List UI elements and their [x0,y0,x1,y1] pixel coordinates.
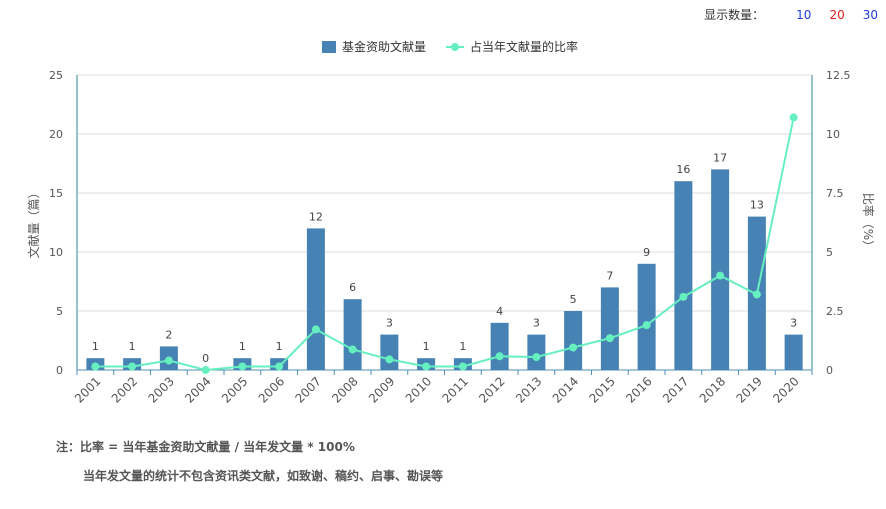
bar [343,299,362,370]
ratio-point [458,362,467,371]
bar [674,181,693,370]
ratio-point [311,325,320,334]
bar-data-label: 17 [713,151,727,164]
ratio-point [385,355,394,364]
bar [490,322,509,370]
bar [784,334,803,370]
y2-tick-label: 2.5 [826,305,844,318]
y-tick-label: 5 [56,305,63,318]
note-exclusion: 当年发文量的统计不包含资讯类文献，如致谢、稿约、启事、勘误等 [83,469,444,483]
x-tick-label: 2005 [219,374,250,405]
x-tick-label: 2011 [439,374,470,405]
y-tick-label: 20 [49,128,63,141]
x-tick-label: 2006 [256,374,287,405]
display-count-10[interactable]: 10 [796,7,812,22]
bar-data-label: 1 [239,340,246,353]
ratio-point [275,362,284,371]
bar [711,169,730,370]
y-tick-label: 15 [49,187,63,200]
y-axis-title: 文献量（篇） [26,186,41,258]
ratio-point [91,362,100,371]
ratio-line [95,117,795,372]
x-tick-label: 2016 [623,374,654,405]
ratio-point [128,362,137,371]
ratio-point [532,353,541,362]
bar-data-label: 0 [202,352,209,365]
y2-tick-label: 5 [826,246,833,259]
bar-data-label: 2 [165,328,172,341]
bar-data-label: 1 [459,340,466,353]
ratio-point [679,292,688,301]
y-tick-label: 25 [49,69,63,82]
x-tick-label: 2012 [476,374,507,405]
bar-data-label: 1 [92,340,99,353]
bar-data-label: 3 [533,317,540,330]
bar-data-label: 12 [309,210,323,223]
x-tick-label: 2019 [733,374,764,405]
bar-data-label: 9 [643,246,650,259]
legend-bar-label: 基金资助文献量 [342,39,426,54]
bar [564,311,583,370]
x-tick-label: 2013 [513,374,544,405]
ratio-point [422,362,431,371]
ratio-point [752,290,761,299]
ratio-point [201,366,210,374]
x-tick-label: 2008 [329,374,360,405]
bar-data-label: 5 [570,293,577,306]
ratio-point [605,334,614,343]
x-tick-label: 2020 [770,374,801,405]
x-tick-label: 2018 [697,374,728,405]
notes: 注：比率 = 当年基金资助文献量 / 当年发文量 * 100% 当年发文量的统计… [56,438,443,484]
bar-data-label: 16 [676,163,690,176]
display-count-20[interactable]: 20 [829,7,845,22]
bar-data-label: 4 [496,305,503,318]
ratio-point [569,343,578,352]
bar-data-label: 3 [790,317,797,330]
y-tick-label: 10 [49,246,63,259]
legend-line-marker [451,43,459,51]
ratio-point [642,321,651,330]
bar-data-label: 1 [276,340,283,353]
ratio-point [164,356,173,365]
bar [380,334,399,370]
x-tick-label: 2002 [109,374,140,405]
bar-data-label: 3 [386,317,393,330]
bar-data-label: 1 [129,340,136,353]
x-tick-label: 2003 [145,374,176,405]
legend-bar-swatch [322,41,336,53]
display-count-control: 显示数量： 10 20 30 [704,6,878,23]
x-tick-label: 2009 [366,374,397,405]
ratio-point [789,113,798,122]
x-tick-label: 2010 [403,374,434,405]
legend-line-label: 占当年文献量的比率 [470,39,578,54]
ratio-point [238,362,247,371]
y2-axis-title: 比率（%） [861,193,876,252]
x-tick-label: 2001 [72,374,103,405]
x-tick-label: 2007 [292,374,323,405]
display-count-label: 显示数量： [704,8,765,22]
note-ratio-formula: 注：比率 = 当年基金资助文献量 / 当年发文量 * 100% [56,440,355,454]
ratio-point [348,345,357,354]
ratio-point [495,352,504,361]
bar [306,228,325,370]
bar-data-label: 1 [423,340,430,353]
x-tick-label: 2004 [182,374,213,405]
y2-tick-label: 7.5 [826,187,844,200]
x-tick-label: 2015 [586,374,617,405]
y2-tick-label: 12.5 [826,69,851,82]
bar [600,287,619,370]
ratio-point [716,271,725,280]
display-count-30[interactable]: 30 [862,7,878,22]
y-tick-label: 0 [56,364,63,377]
bar-data-label: 7 [606,269,613,282]
bar-data-label: 6 [349,281,356,294]
y2-tick-label: 10 [826,128,840,141]
bar-data-label: 13 [750,199,764,212]
bar [637,263,656,370]
bar [527,334,546,370]
x-tick-label: 2017 [660,374,691,405]
x-tick-label: 2014 [550,374,581,405]
y2-tick-label: 0 [826,364,833,377]
